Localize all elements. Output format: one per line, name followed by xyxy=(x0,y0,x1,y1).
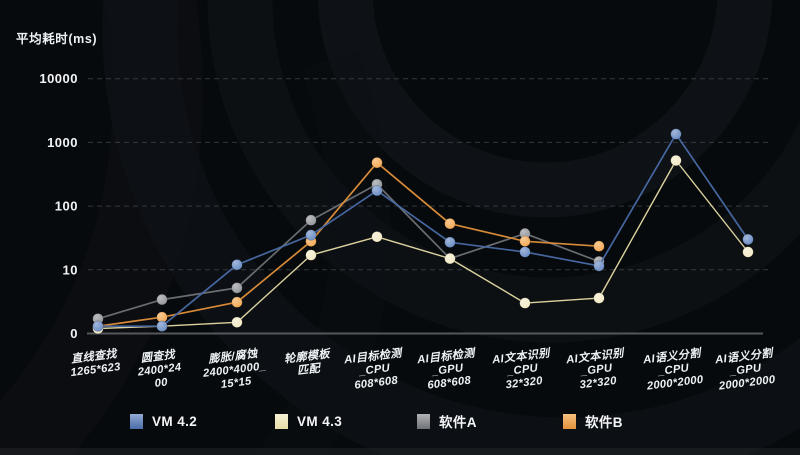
series-dot-vm-4-3 xyxy=(444,253,456,265)
series-dot-vm-4-2 xyxy=(444,236,456,248)
series-line-vm-4-3 xyxy=(97,159,749,330)
y-tick-label: 100 xyxy=(55,199,78,214)
svg-text:AI文本识别_CPU32*320: AI文本识别_CPU32*320 xyxy=(490,346,555,392)
series-dot-vm-4-2 xyxy=(593,260,605,272)
series-dot-vm-4-2 xyxy=(742,233,754,245)
x-tick-label: AI目标检测_CPU608*608 xyxy=(342,346,407,392)
background-swirl xyxy=(255,50,390,455)
series-dot-vm-4-3 xyxy=(371,231,383,243)
legend-label: VM 4.3 xyxy=(297,413,343,429)
bottom-edge-band xyxy=(0,448,800,455)
series-dot-vm-4-2 xyxy=(156,320,168,332)
y-tick-label: 10000 xyxy=(39,71,78,86)
x-tick-label: 圆查找2400*2400 xyxy=(134,347,184,392)
legend-swatch-vm-4-3 xyxy=(275,413,288,429)
legend-item-vm-4-3: VM 4.3 xyxy=(275,409,342,433)
svg-text:AI目标检测_GPU608*608: AI目标检测_GPU608*608 xyxy=(415,346,480,392)
series-line-vm-4-2 xyxy=(98,133,749,328)
y-tick-label: 10 xyxy=(63,262,78,277)
series-dot-软件a xyxy=(156,294,168,306)
legend-label: 软件A xyxy=(439,415,477,430)
x-tick-label: AI文本识别_GPU32*320 xyxy=(564,346,629,392)
x-tick-label: AI目标检测_GPU608*608 xyxy=(415,346,480,392)
svg-text:AI文本识别_GPU32*320: AI文本识别_GPU32*320 xyxy=(564,346,629,392)
y-tick-label: 1000 xyxy=(47,135,78,150)
legend-swatch-vm-4-2 xyxy=(130,413,143,429)
x-tick-label: 膨胀/腐蚀2400*4000_15*15 xyxy=(200,346,269,393)
series-dot-软件b xyxy=(444,218,456,230)
series-dot-软件a xyxy=(305,214,317,226)
series-dot-vm-4-2 xyxy=(519,246,531,258)
x-tick-label: AI语义分割_CPU2000*2000 xyxy=(641,346,706,392)
series-dot-vm-4-3 xyxy=(305,249,317,261)
svg-text:直线查找1265*623: 直线查找1265*623 xyxy=(68,347,122,379)
y-tick-label: 0 xyxy=(70,326,78,341)
x-tick-label: AI语义分割_GPU2000*2000 xyxy=(713,346,778,392)
legend-swatch-software-a xyxy=(417,413,430,429)
series-line-软件b xyxy=(97,161,600,328)
series-dot-vm-4-2 xyxy=(305,229,317,241)
svg-text:轮廓模板匹配: 轮廓模板匹配 xyxy=(283,347,333,379)
legend-item-vm-4-2: VM 4.2 xyxy=(130,409,197,433)
y-axis-title: 平均耗时(ms) xyxy=(16,32,98,46)
legend-swatch-software-b xyxy=(563,413,576,429)
series-dot-vm-4-2 xyxy=(371,185,383,197)
legend-item-software-a: 软件A xyxy=(417,409,477,433)
x-tick-label: AI文本识别_CPU32*320 xyxy=(490,346,555,392)
series-dot-vm-4-2 xyxy=(670,128,682,140)
series-dot-vm-4-3 xyxy=(519,297,531,309)
series-dot-vm-4-2 xyxy=(231,259,243,271)
series-dot-软件b xyxy=(519,235,531,247)
svg-text:AI目标检测_CPU608*608: AI目标检测_CPU608*608 xyxy=(342,346,407,392)
background-swirl xyxy=(207,0,800,343)
svg-text:圆查找2400*2400: 圆查找2400*2400 xyxy=(134,347,184,392)
legend-label: VM 4.2 xyxy=(152,413,198,429)
legend-item-software-b: 软件B xyxy=(563,409,623,433)
series-dot-软件b xyxy=(371,157,383,169)
background-swirl xyxy=(317,0,773,218)
svg-text:AI语义分割_CPU2000*2000: AI语义分割_CPU2000*2000 xyxy=(641,346,706,392)
series-dot-vm-4-2 xyxy=(92,320,104,332)
series-dot-vm-4-3 xyxy=(231,316,243,328)
svg-text:AI语义分割_GPU2000*2000: AI语义分割_GPU2000*2000 xyxy=(713,346,778,392)
x-tick-label: 轮廓模板匹配 xyxy=(283,347,333,379)
series-dot-软件a xyxy=(231,282,243,294)
legend-label: 软件B xyxy=(585,415,623,430)
x-tick-label: 直线查找1265*623 xyxy=(68,347,122,379)
series-dot-vm-4-3 xyxy=(670,154,682,167)
series-dot-vm-4-3 xyxy=(593,292,605,304)
series-dot-软件b xyxy=(593,240,605,252)
series-dot-软件b xyxy=(231,296,243,308)
svg-text:膨胀/腐蚀2400*4000_15*15: 膨胀/腐蚀2400*4000_15*15 xyxy=(200,346,269,393)
series-dot-vm-4-3 xyxy=(742,246,754,258)
legend: VM 4.2 VM 4.3 软件A 软件B xyxy=(0,409,800,441)
